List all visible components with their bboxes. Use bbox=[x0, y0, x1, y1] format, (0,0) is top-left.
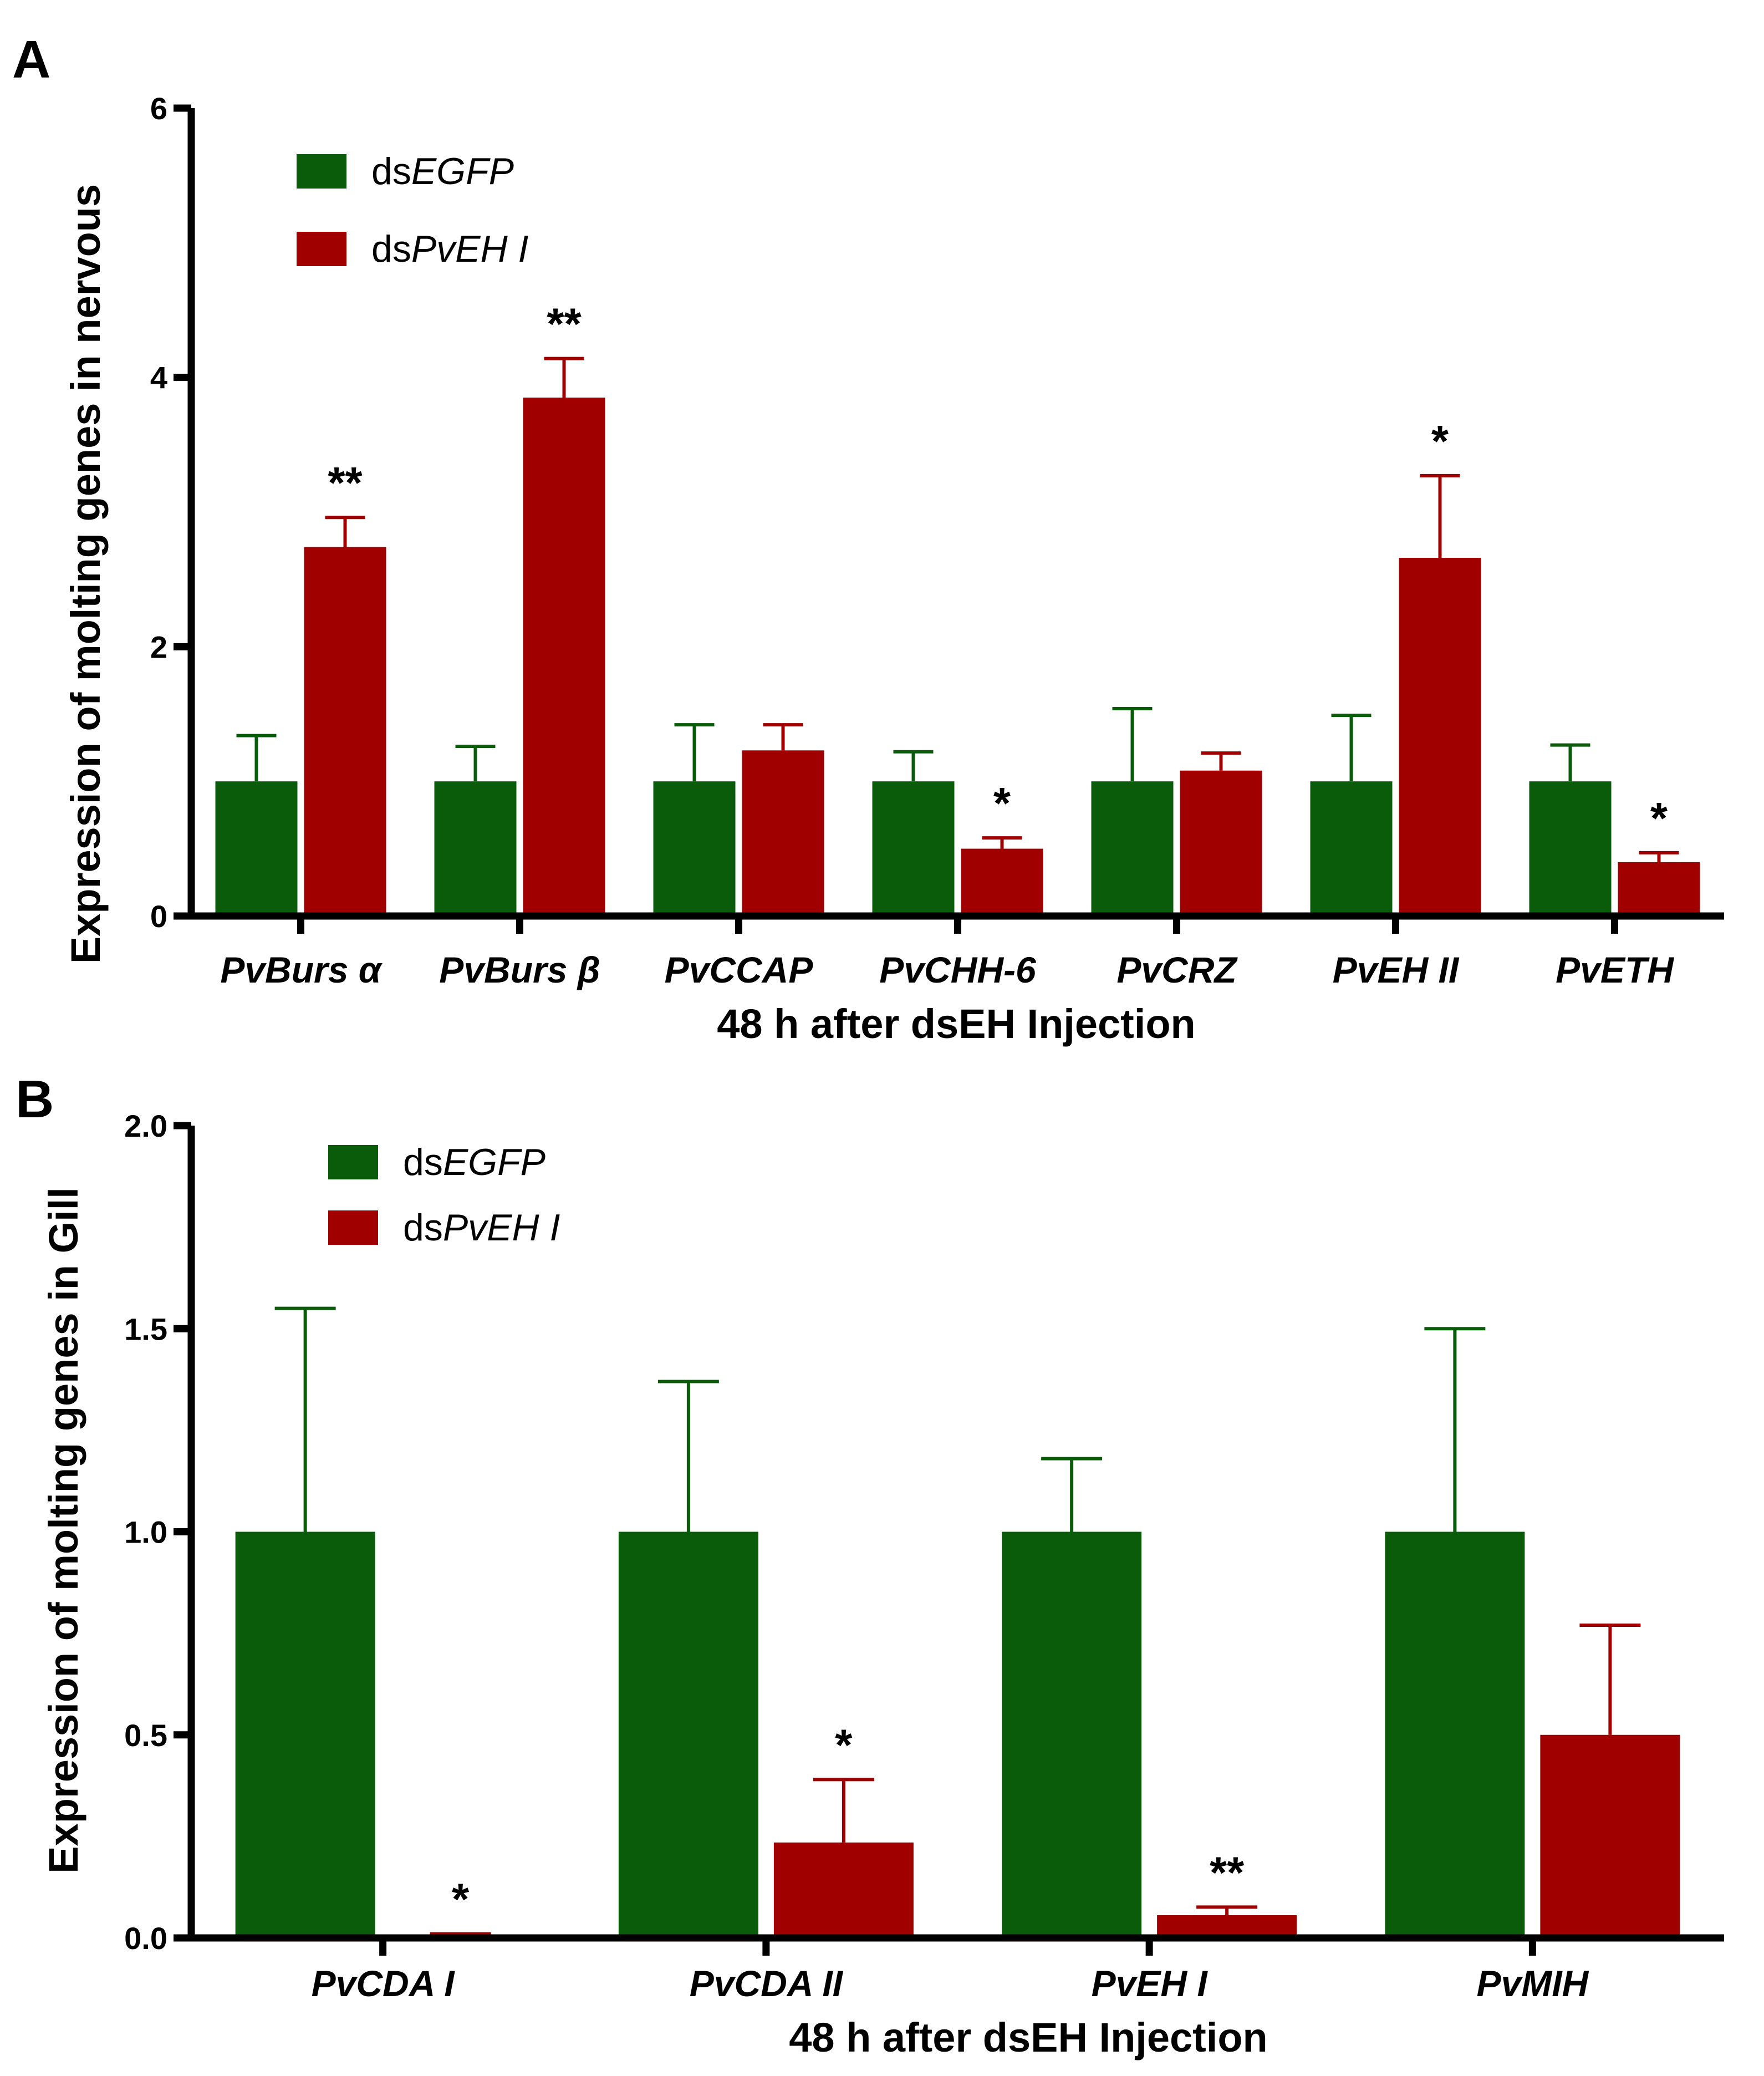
panel-a-bar-dsegfp-3 bbox=[872, 781, 955, 916]
panel-a-bar-dspveh-3 bbox=[961, 848, 1043, 916]
panel-a-x-tick-label-0: PvBurs α bbox=[220, 949, 383, 990]
panel-b-bar-dspveh-2 bbox=[1157, 1915, 1297, 1938]
panel-b-x-tick-label-0: PvCDA I bbox=[312, 1963, 456, 2004]
panel-b-bar-dsegfp-3 bbox=[1385, 1531, 1525, 1938]
panel-b-x-tick-label-3: PvMIH bbox=[1477, 1963, 1589, 2004]
panel-b-y-tick-label-0: 0.0 bbox=[124, 1921, 167, 1956]
panel-a-significance-0: ** bbox=[328, 458, 363, 507]
panel-a-legend-swatch-1 bbox=[297, 232, 346, 266]
panel-a-bar-dsegfp-1 bbox=[434, 781, 517, 916]
panel-a: A Expression of molting genes in nervous… bbox=[12, 30, 1724, 1047]
panel-b: B Expression of molting genes in Gill 48… bbox=[16, 1070, 1724, 2060]
panel-b-x-tick-label-1: PvCDA II bbox=[690, 1963, 844, 2004]
panel-a-y-axis-title: Expression of molting genes in nervous bbox=[63, 184, 109, 964]
panel-a-y-tick-label-2: 4 bbox=[150, 360, 167, 395]
panel-a-x-tick-label-4: PvCRZ bbox=[1116, 949, 1238, 990]
panel-a-x-axis-title: 48 h after dsEH Injection bbox=[717, 1001, 1196, 1047]
panel-a-legend-label-1: dsPvEH I bbox=[371, 228, 529, 270]
panel-b-bar-dsegfp-2 bbox=[1002, 1531, 1142, 1938]
panel-a-x-tick-label-3: PvCHH-6 bbox=[879, 949, 1037, 990]
panel-a-marks: **PvBurs α**PvBurs β PvCCAP*PvCHH-6 PvCRZ*… bbox=[150, 91, 1724, 990]
panel-a-bar-dspveh-1 bbox=[523, 398, 605, 916]
panel-a-bar-dsegfp-4 bbox=[1091, 781, 1174, 916]
panel-a-x-tick-label-6: PvETH bbox=[1556, 949, 1674, 990]
panel-b-y-tick-label-1: 0.5 bbox=[124, 1718, 167, 1753]
panel-b-marks: * PvCDA I * PvCDA II ** PvEH I PvMIH 0.0 0.5 1.0 1… bbox=[124, 1108, 1724, 2004]
panel-a-letter: A bbox=[12, 30, 50, 89]
panel-a-bar-dsegfp-6 bbox=[1529, 781, 1612, 916]
panel-b-significance-0: * bbox=[452, 1875, 470, 1924]
panel-b-legend-swatch-1 bbox=[328, 1210, 378, 1245]
panel-b-y-tick-label-4: 2.0 bbox=[124, 1108, 167, 1143]
panel-a-significance-3: * bbox=[993, 778, 1011, 828]
panel-a-significance-6: * bbox=[1650, 793, 1668, 843]
panel-b-bar-dspveh-3 bbox=[1540, 1734, 1680, 1938]
panel-b-y-tick-label-3: 1.5 bbox=[124, 1311, 167, 1346]
panel-b-bar-dspveh-1 bbox=[773, 1842, 914, 1938]
panel-a-x-tick-label-1: PvBurs β bbox=[439, 949, 600, 990]
panel-b-x-tick-label-2: PvEH I bbox=[1092, 1963, 1209, 2004]
panel-a-legend-label-0: dsEGFP bbox=[371, 150, 514, 192]
panel-a-significance-5: * bbox=[1431, 416, 1449, 466]
panel-a-bar-dsegfp-0 bbox=[215, 781, 298, 916]
panel-a-x-tick-label-2: PvCCAP bbox=[665, 949, 814, 990]
panel-a-y-tick-label-3: 6 bbox=[150, 91, 167, 126]
panel-a-y-tick-label-0: 0 bbox=[150, 899, 167, 934]
panel-b-legend-label-1: dsPvEH I bbox=[403, 1207, 560, 1249]
panel-a-x-tick-label-5: PvEH II bbox=[1333, 949, 1460, 990]
panel-a-legend-swatch-0 bbox=[297, 154, 346, 189]
panel-b-y-axis-title: Expression of molting genes in Gill bbox=[40, 1187, 86, 1874]
panel-b-bar-dsegfp-0 bbox=[235, 1531, 375, 1938]
panel-b-x-axis-title: 48 h after dsEH Injection bbox=[789, 2014, 1268, 2060]
panel-b-significance-1: * bbox=[835, 1720, 853, 1769]
panel-b-bar-dsegfp-1 bbox=[618, 1531, 758, 1938]
panel-a-bar-dsegfp-5 bbox=[1310, 781, 1393, 916]
panel-a-bar-dspveh-0 bbox=[304, 547, 386, 916]
panel-a-bar-dspveh-5 bbox=[1399, 558, 1481, 916]
panel-b-legend-label-0: dsEGFP bbox=[403, 1141, 545, 1183]
panel-a-bar-dsegfp-2 bbox=[653, 781, 736, 916]
panel-b-significance-2: ** bbox=[1210, 1848, 1245, 1897]
panel-a-bar-dspveh-2 bbox=[742, 750, 824, 916]
panel-b-y-tick-label-2: 1.0 bbox=[124, 1515, 167, 1550]
panel-a-bar-dspveh-6 bbox=[1618, 862, 1700, 916]
panel-a-bar-dspveh-4 bbox=[1180, 770, 1262, 916]
panel-a-significance-1: ** bbox=[547, 299, 582, 349]
panel-b-letter: B bbox=[16, 1070, 54, 1129]
panel-a-y-tick-label-1: 2 bbox=[150, 629, 167, 664]
panel-b-legend-swatch-0 bbox=[328, 1145, 378, 1179]
